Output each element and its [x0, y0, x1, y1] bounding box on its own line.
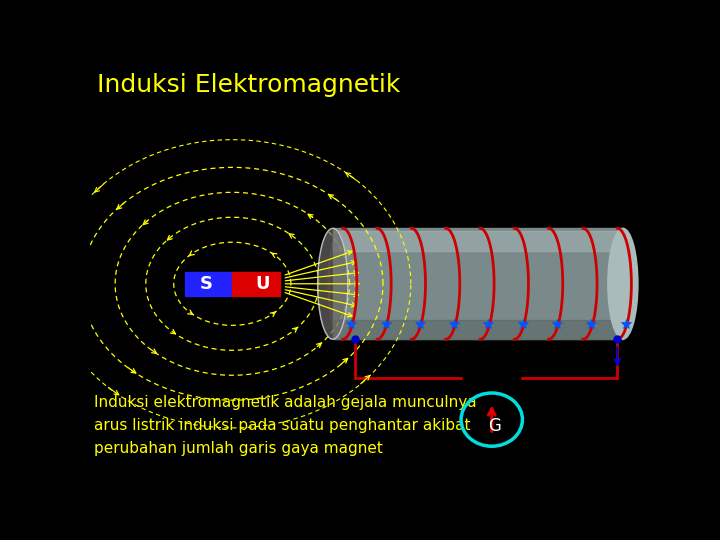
Bar [333, 320, 623, 339]
Text: Induksi Elektromagnetik: Induksi Elektromagnetik [96, 73, 400, 97]
Text: G: G [488, 417, 501, 435]
Ellipse shape [318, 228, 348, 339]
Text: Induksi elektromagnetik adalah gejala munculnya
arus listrik induksi pada suatu : Induksi elektromagnetik adalah gejala mu… [94, 395, 477, 456]
Ellipse shape [608, 228, 638, 339]
Bar [333, 228, 623, 339]
Bar [233, 272, 280, 296]
Bar [185, 272, 233, 296]
Text: U: U [256, 275, 271, 293]
Text: S: S [199, 275, 212, 293]
Bar [333, 231, 623, 251]
